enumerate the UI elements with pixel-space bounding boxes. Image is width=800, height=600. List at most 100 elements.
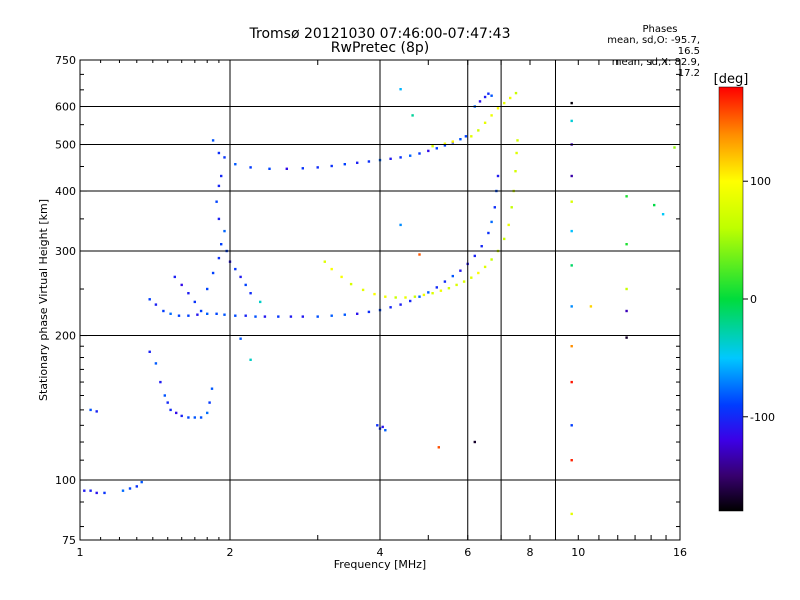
data-point: [473, 254, 476, 258]
data-point: [625, 336, 628, 339]
data-point: [169, 312, 172, 315]
data-point: [570, 101, 573, 105]
data-point: [437, 446, 440, 449]
data-point: [490, 94, 493, 97]
data-point: [570, 459, 573, 462]
data-point: [169, 408, 172, 412]
data-point: [244, 314, 247, 317]
data-point: [418, 295, 421, 298]
data-point: [514, 91, 518, 95]
data-point: [162, 309, 165, 313]
data-point: [373, 292, 376, 296]
data-point: [128, 487, 132, 490]
data-point: [211, 271, 215, 275]
data-point: [409, 154, 412, 157]
data-point: [211, 139, 215, 142]
data-point: [487, 92, 490, 95]
data-point: [249, 166, 252, 169]
data-point: [277, 315, 280, 318]
data-point: [389, 157, 392, 160]
data-point: [411, 114, 414, 117]
data-point: [394, 296, 397, 299]
data-point: [187, 416, 190, 419]
data-point: [199, 309, 203, 313]
data-point: [206, 312, 209, 315]
data-point: [103, 491, 106, 495]
data-point: [154, 362, 158, 365]
data-point: [487, 231, 490, 235]
y-axis-label: Stationary phase Virtual Height [km]: [37, 199, 50, 401]
data-point: [507, 223, 510, 227]
data-point: [330, 314, 333, 317]
data-point: [473, 440, 476, 444]
data-point: [483, 265, 487, 269]
data-point: [399, 223, 402, 227]
data-point: [422, 293, 426, 297]
data-point: [148, 298, 151, 301]
data-point: [435, 147, 438, 150]
phases-o-stats: mean, sd,O: -95.7, 16.5: [607, 35, 700, 57]
data-point: [220, 243, 223, 246]
data-point: [496, 174, 500, 178]
data-point: [330, 267, 333, 271]
data-point: [399, 88, 402, 91]
data-point: [154, 303, 158, 306]
data-point: [384, 429, 387, 432]
data-point: [381, 425, 384, 429]
data-point: [285, 167, 288, 170]
data-point: [217, 184, 221, 188]
data-point: [289, 315, 293, 318]
x-tick-label: 16: [673, 546, 687, 559]
data-point: [625, 195, 628, 198]
colorbar: [718, 86, 744, 512]
data-point: [244, 283, 247, 287]
data-point: [570, 345, 573, 348]
data-point: [496, 107, 500, 110]
chart-title-line-2: RwPretec (8p): [330, 40, 430, 56]
data-point: [215, 200, 218, 203]
data-point: [223, 229, 226, 233]
data-point: [249, 358, 252, 361]
colorbar-tick-label: -100: [750, 411, 775, 424]
data-point: [459, 269, 462, 272]
phases-title: Phases: [642, 24, 678, 35]
data-point: [389, 306, 392, 309]
data-point: [478, 100, 482, 103]
data-point: [367, 310, 371, 314]
data-point: [249, 292, 252, 295]
data-point: [455, 283, 458, 287]
colorbar-tick-label: 100: [750, 175, 771, 188]
data-point: [301, 167, 304, 170]
data-point: [356, 161, 359, 164]
data-point: [83, 489, 86, 492]
data-point: [516, 139, 519, 142]
data-point: [367, 160, 371, 163]
data-point: [330, 164, 333, 168]
data-point: [361, 288, 365, 292]
data-point: [570, 305, 573, 308]
data-point: [166, 401, 169, 404]
data-point: [384, 295, 387, 298]
data-point: [443, 142, 447, 145]
y-tick-label: 750: [55, 54, 76, 67]
data-point: [208, 401, 211, 404]
phases-x-stats: mean, sd,X: 82.9, 17.2: [611, 57, 700, 79]
data-point: [625, 309, 628, 313]
data-point: [431, 145, 434, 148]
data-point: [223, 156, 226, 159]
data-point: [180, 414, 183, 418]
x-tick-label: 6: [464, 546, 471, 559]
data-point: [376, 424, 379, 427]
data-point: [483, 95, 487, 99]
data-point: [443, 280, 447, 283]
y-tick-label: 75: [62, 534, 76, 547]
data-point: [490, 220, 493, 224]
data-point: [163, 394, 166, 397]
data-point: [570, 229, 573, 233]
data-point: [196, 313, 199, 316]
data-point: [625, 243, 628, 246]
data-point: [135, 485, 138, 488]
data-point: [509, 96, 512, 100]
data-point: [268, 167, 271, 170]
data-point: [180, 283, 183, 287]
